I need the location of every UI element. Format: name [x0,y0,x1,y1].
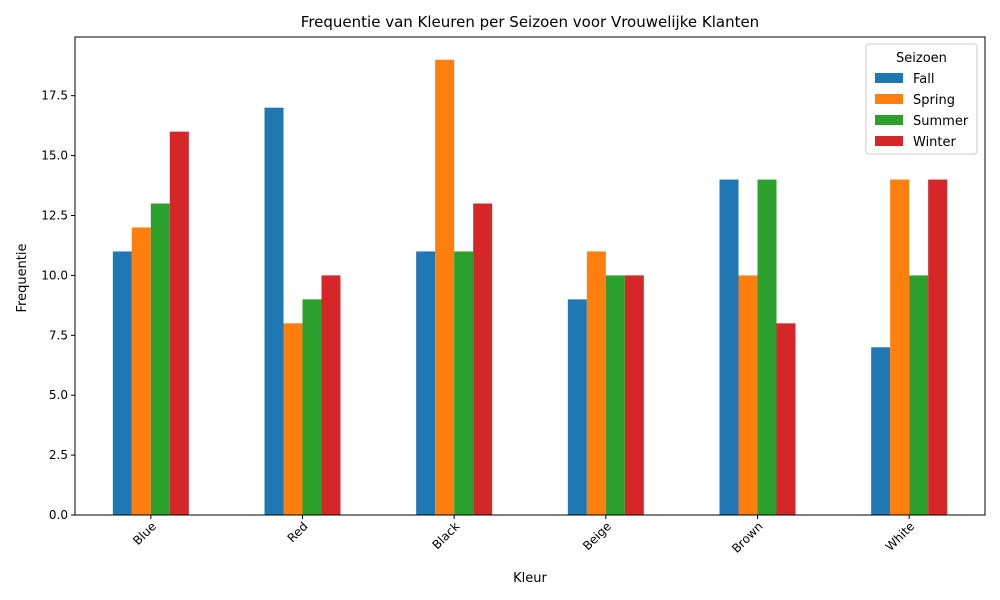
x-axis-label: Kleur [513,571,547,586]
bar-spring-brown [738,275,758,515]
y-tick-label: 5.0 [49,388,68,402]
bar-spring-beige [586,251,606,515]
y-tick-label: 17.5 [41,89,68,103]
legend-label-winter: Winter [913,135,957,150]
bar-winter-red [321,275,341,515]
y-tick-label: 0.0 [49,508,68,522]
legend-box [865,43,978,155]
y-axis-label: Frequentie [15,243,30,312]
y-axis: 0.0 2.5 5.0 7.5 10.0 12.5 15.0 17.5 [41,89,75,522]
bar-fall-black [416,251,436,515]
legend-title: Seizoen [896,51,947,66]
bar-spring-blue [131,227,151,515]
bar-summer-blue [150,203,170,515]
bar-fall-brown [719,179,739,515]
y-tick-label: 12.5 [41,209,68,223]
bar-fall-white [871,347,891,515]
bar-summer-beige [605,275,625,515]
legend-swatch-summer [875,115,903,125]
legend: Seizoen Fall Spring Summer Winter [865,43,978,155]
bar-winter-blue [169,131,189,515]
bar-fall-blue [112,251,132,515]
bar-spring-black [435,59,455,516]
plot-frame [74,36,986,516]
y-tick-label: 15.0 [41,149,68,163]
bar-winter-black [473,203,493,515]
legend-swatch-winter [875,136,903,146]
bar-winter-brown [776,323,796,515]
legend-swatch-spring [875,94,903,104]
bar-summer-black [454,251,474,515]
bar-winter-white [928,179,948,515]
y-tick-label: 10.0 [41,268,68,282]
plot-area [112,59,948,516]
y-tick-label: 7.5 [49,328,68,342]
y-tick-label: 2.5 [49,448,68,462]
bar-fall-red [264,107,284,515]
chart-title: Frequentie van Kleuren per Seizoen voor … [301,13,759,31]
bar-winter-beige [624,275,644,515]
legend-label-fall: Fall [913,72,934,87]
bar-spring-red [283,323,303,515]
bar-summer-red [302,299,322,515]
bar-summer-brown [757,179,777,515]
legend-swatch-fall [875,73,903,83]
bar-spring-white [890,179,910,515]
legend-label-spring: Spring [913,93,955,108]
bar-fall-beige [567,299,587,515]
legend-label-summer: Summer [913,114,969,129]
bar-summer-white [909,275,929,515]
